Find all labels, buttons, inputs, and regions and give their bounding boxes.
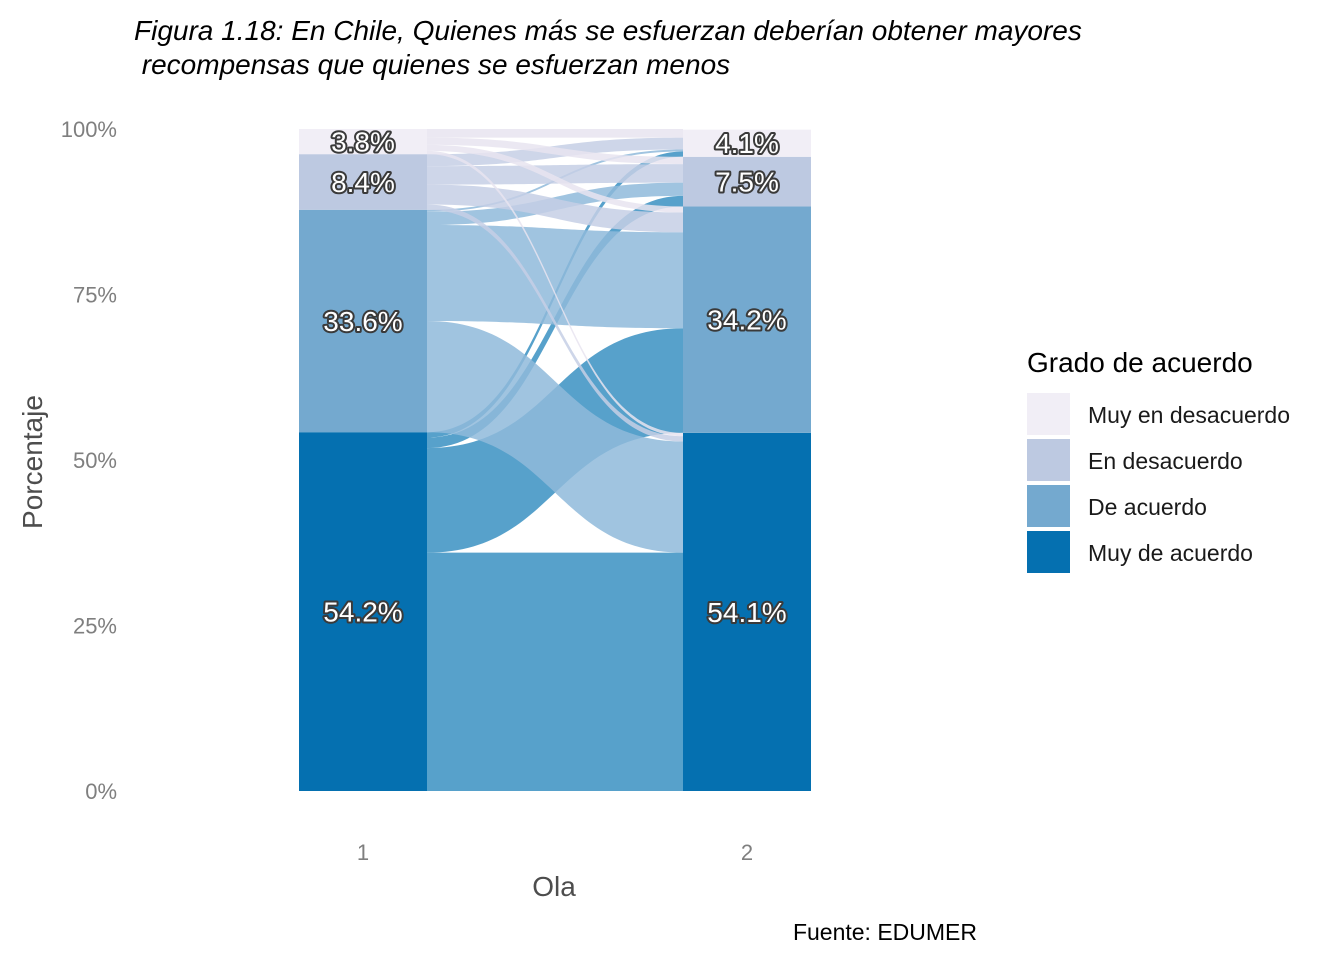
legend-label-en-desacuerdo: En desacuerdo [1088, 448, 1243, 474]
flows-layer [427, 129, 683, 791]
label-wave1-muy-de-acuerdo: 54.2% [323, 597, 402, 628]
legend-key-muy-de-acuerdo [1027, 531, 1070, 573]
bar-wave1-de-acuerdo [299, 209, 427, 433]
bar-wave1-muy-de-acuerdo [299, 432, 427, 791]
bar-wave2-muy-de-acuerdo [683, 432, 811, 791]
label-wave2-muy-de-acuerdo: 54.1% [707, 597, 786, 628]
y-axis-title: Porcentaje [17, 395, 48, 529]
legend-key-de-acuerdo [1027, 485, 1070, 527]
flow-de-acuerdo-to-muy-de-acuerdo [427, 320, 683, 553]
legend-label-de-acuerdo: De acuerdo [1088, 494, 1207, 520]
y-axis-ticks: 0% 25% 50% 75% 100% [61, 117, 117, 804]
y-tick-50: 50% [73, 448, 117, 473]
bar-wave2-muy-en-desacuerdo [683, 129, 811, 157]
legend-title: Grado de acuerdo [1027, 347, 1253, 378]
label-wave1-muy-en-desacuerdo: 3.8% [331, 127, 395, 158]
flow-muy-de-acuerdo-to-muy-de-acuerdo [427, 552, 683, 791]
chart-title-line-2: recompensas que quienes se esfuerzan men… [134, 49, 730, 80]
source-caption: Fuente: EDUMER [793, 919, 977, 945]
bar-wave1-en-desacuerdo [299, 154, 427, 210]
legend: Grado de acuerdo Muy en desacuerdo En des… [1027, 347, 1290, 573]
chart-title-line-1: Figura 1.18: En Chile, Quienes más se es… [134, 15, 1082, 46]
x-tick-2: 2 [741, 840, 753, 865]
label-wave2-de-acuerdo: 34.2% [707, 305, 786, 336]
bar-wave2-en-desacuerdo [683, 156, 811, 207]
legend-key-muy-en-desacuerdo [1027, 393, 1070, 435]
y-tick-0: 0% [85, 779, 117, 804]
flow-muy-en-desacuerdo-to-en-desacuerdo [427, 137, 683, 165]
flow-en-desacuerdo-to-en-desacuerdo [427, 164, 683, 185]
flow-en-desacuerdo-to-muy-de-acuerdo [427, 204, 683, 442]
y-tick-100: 100% [61, 117, 117, 142]
label-wave1-de-acuerdo: 33.6% [323, 306, 402, 337]
bar-wave2-de-acuerdo [683, 206, 811, 433]
x-axis-title: Ola [532, 871, 576, 902]
label-wave2-en-desacuerdo: 7.5% [715, 167, 779, 198]
y-tick-25: 25% [73, 614, 117, 639]
flow-muy-en-desacuerdo-to-muy-en-desacuerdo [427, 129, 683, 138]
y-tick-75: 75% [73, 283, 117, 308]
flow-muy-en-desacuerdo-to-muy-de-acuerdo [427, 150, 683, 437]
flow-muy-en-desacuerdo-to-de-acuerdo [427, 144, 683, 213]
label-wave2-muy-en-desacuerdo: 4.1% [715, 128, 779, 159]
flow-en-desacuerdo-to-de-acuerdo [427, 184, 683, 233]
flow-de-acuerdo-to-de-acuerdo [427, 224, 683, 329]
percentage-labels: 54.2% 33.6% 8.4% 3.8% 54.1% 34.2% 7.5% 4.1% [321, 125, 788, 630]
label-wave1-en-desacuerdo: 8.4% [331, 167, 395, 198]
bar-wave1-muy-en-desacuerdo [299, 129, 427, 155]
legend-label-muy-en-desacuerdo: Muy en desacuerdo [1088, 402, 1290, 428]
stacked-bars [299, 129, 811, 791]
legend-label-muy-de-acuerdo: Muy de acuerdo [1088, 540, 1253, 566]
x-tick-1: 1 [357, 840, 369, 865]
legend-key-en-desacuerdo [1027, 439, 1070, 481]
